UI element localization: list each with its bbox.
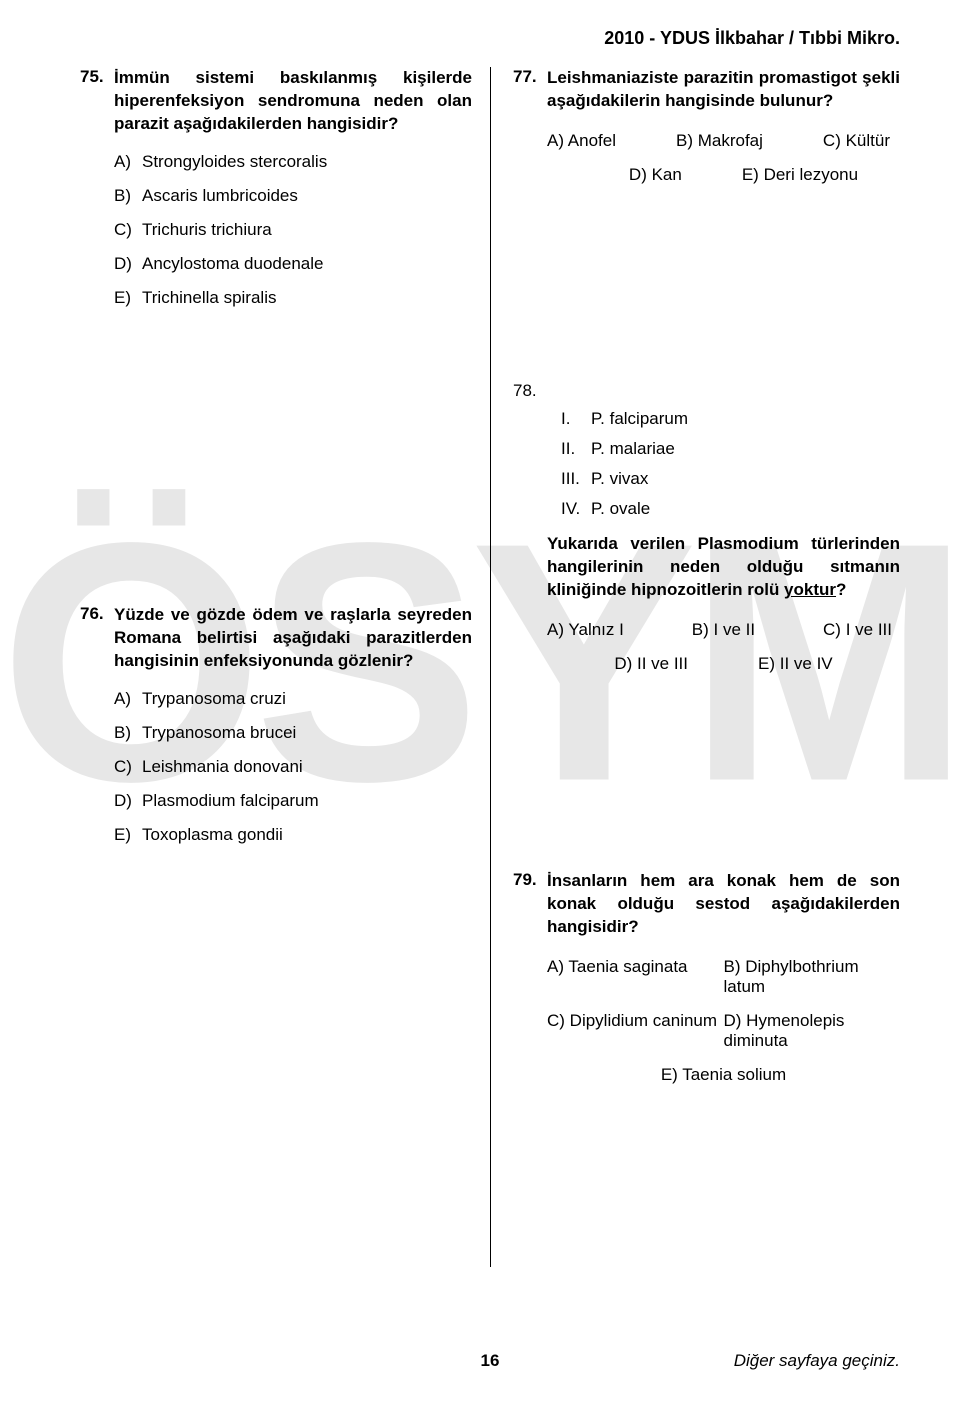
roman-text: P. falciparum (591, 409, 688, 429)
option: D) Hymenolepis diminuta (724, 1011, 901, 1051)
option: D) Kan (629, 165, 682, 185)
option: A)Strongyloides stercoralis (114, 152, 472, 172)
stem-underline: yoktur (784, 580, 836, 599)
option: E) Deri lezyonu (742, 165, 858, 185)
question-stem: Yukarıda verilen Plasmodium türlerinden … (513, 533, 900, 602)
roman-item: III.P. vivax (561, 469, 900, 489)
option-letter: C) (114, 757, 142, 777)
roman-num: I. (561, 409, 591, 429)
option-text: Ancylostoma duodenale (142, 254, 323, 274)
question-text: İnsanların hem ara konak hem de son kona… (547, 870, 900, 939)
option: E)Toxoplasma gondii (114, 825, 472, 845)
option: C)Leishmania donovani (114, 757, 472, 777)
option: A) Taenia saginata (547, 957, 724, 997)
options-row: A) Yalnız I B) I ve II C) I ve III (513, 620, 900, 640)
right-column: 77. Leishmaniaziste parazitin promastigo… (490, 67, 900, 1267)
question-text: Leishmaniaziste parazitin promastigot şe… (547, 67, 900, 113)
option: C)Trichuris trichiura (114, 220, 472, 240)
option-letter: A) (114, 689, 142, 709)
roman-text: P. vivax (591, 469, 648, 489)
stem-part: Yukarıda verilen Plasmodium türlerinden … (547, 534, 900, 599)
question-number: 78. (513, 381, 547, 401)
stem-part: ? (836, 580, 846, 599)
option: E)Trichinella spiralis (114, 288, 472, 308)
option: B) Makrofaj (676, 131, 763, 151)
option-text: Plasmodium falciparum (142, 791, 319, 811)
option-text: Leishmania donovani (142, 757, 303, 777)
option-text: Trypanosoma cruzi (142, 689, 286, 709)
question-75: 75. İmmün sistemi baskılanmış kişilerde … (80, 67, 472, 308)
option-letter: A) (114, 152, 142, 172)
question-79: 79. İnsanların hem ara konak hem de son … (513, 870, 900, 1085)
option: B)Trypanosoma brucei (114, 723, 472, 743)
option: D)Ancylostoma duodenale (114, 254, 472, 274)
page-footer: 16 Diğer sayfaya geçiniz. (80, 1351, 900, 1371)
question-number: 77. (513, 67, 547, 87)
option-letter: B) (114, 723, 142, 743)
roman-num: III. (561, 469, 591, 489)
roman-num: II. (561, 439, 591, 459)
question-77: 77. Leishmaniaziste parazitin promastigo… (513, 67, 900, 185)
option-text: Toxoplasma gondii (142, 825, 283, 845)
options-grid: A) Taenia saginata B) Diphylbothrium lat… (513, 957, 900, 1085)
question-number: 76. (80, 604, 114, 624)
option: A)Trypanosoma cruzi (114, 689, 472, 709)
next-page-label: Diğer sayfaya geçiniz. (734, 1351, 900, 1371)
question-number: 79. (513, 870, 547, 890)
option-letter: B) (114, 186, 142, 206)
option: C) Dipylidium caninum (547, 1011, 724, 1051)
option: D)Plasmodium falciparum (114, 791, 472, 811)
left-column: 75. İmmün sistemi baskılanmış kişilerde … (80, 67, 490, 1267)
option-letter: E) (114, 288, 142, 308)
roman-text: P. ovale (591, 499, 650, 519)
options-row: D) Kan E) Deri lezyonu (513, 165, 900, 185)
roman-item: IV.P. ovale (561, 499, 900, 519)
page-number: 16 (481, 1351, 500, 1371)
roman-item: I.P. falciparum (561, 409, 900, 429)
options-row: D) II ve III E) II ve IV (513, 654, 900, 674)
roman-text: P. malariae (591, 439, 675, 459)
option-text: Trichuris trichiura (142, 220, 272, 240)
options-row: A) Anofel B) Makrofaj C) Kültür (513, 131, 900, 151)
question-78: 78. I.P. falciparum II.P. malariae III.P… (513, 381, 900, 674)
options-list: A)Strongyloides stercoralis B)Ascaris lu… (80, 152, 472, 308)
roman-item: II.P. malariae (561, 439, 900, 459)
question-text: İmmün sistemi baskılanmış kişilerde hipe… (114, 67, 472, 136)
option-letter: C) (114, 220, 142, 240)
option-letter: E) (114, 825, 142, 845)
option-letter: D) (114, 254, 142, 274)
option-text: Trypanosoma brucei (142, 723, 296, 743)
option-text: Strongyloides stercoralis (142, 152, 327, 172)
option: A) Yalnız I (547, 620, 624, 640)
option: B)Ascaris lumbricoides (114, 186, 472, 206)
option-text: Ascaris lumbricoides (142, 186, 298, 206)
option: A) Anofel (547, 131, 616, 151)
question-76: 76. Yüzde ve gözde ödem ve raşlarla seyr… (80, 604, 472, 845)
options-list: A)Trypanosoma cruzi B)Trypanosoma brucei… (80, 689, 472, 845)
question-text: Yüzde ve gözde ödem ve raşlarla seyreden… (114, 604, 472, 673)
roman-list: I.P. falciparum II.P. malariae III.P. vi… (513, 409, 900, 519)
option-letter: D) (114, 791, 142, 811)
option: D) II ve III (614, 654, 688, 674)
option: E) II ve IV (758, 654, 833, 674)
option: B) Diphylbothrium latum (724, 957, 901, 997)
option: C) I ve III (823, 620, 892, 640)
option: C) Kültür (823, 131, 890, 151)
question-number: 75. (80, 67, 114, 87)
roman-num: IV. (561, 499, 591, 519)
option-text: Trichinella spiralis (142, 288, 276, 308)
option: B) I ve II (692, 620, 755, 640)
option: E) Taenia solium (661, 1065, 786, 1085)
page-header: 2010 - YDUS İlkbahar / Tıbbi Mikro. (80, 28, 900, 49)
